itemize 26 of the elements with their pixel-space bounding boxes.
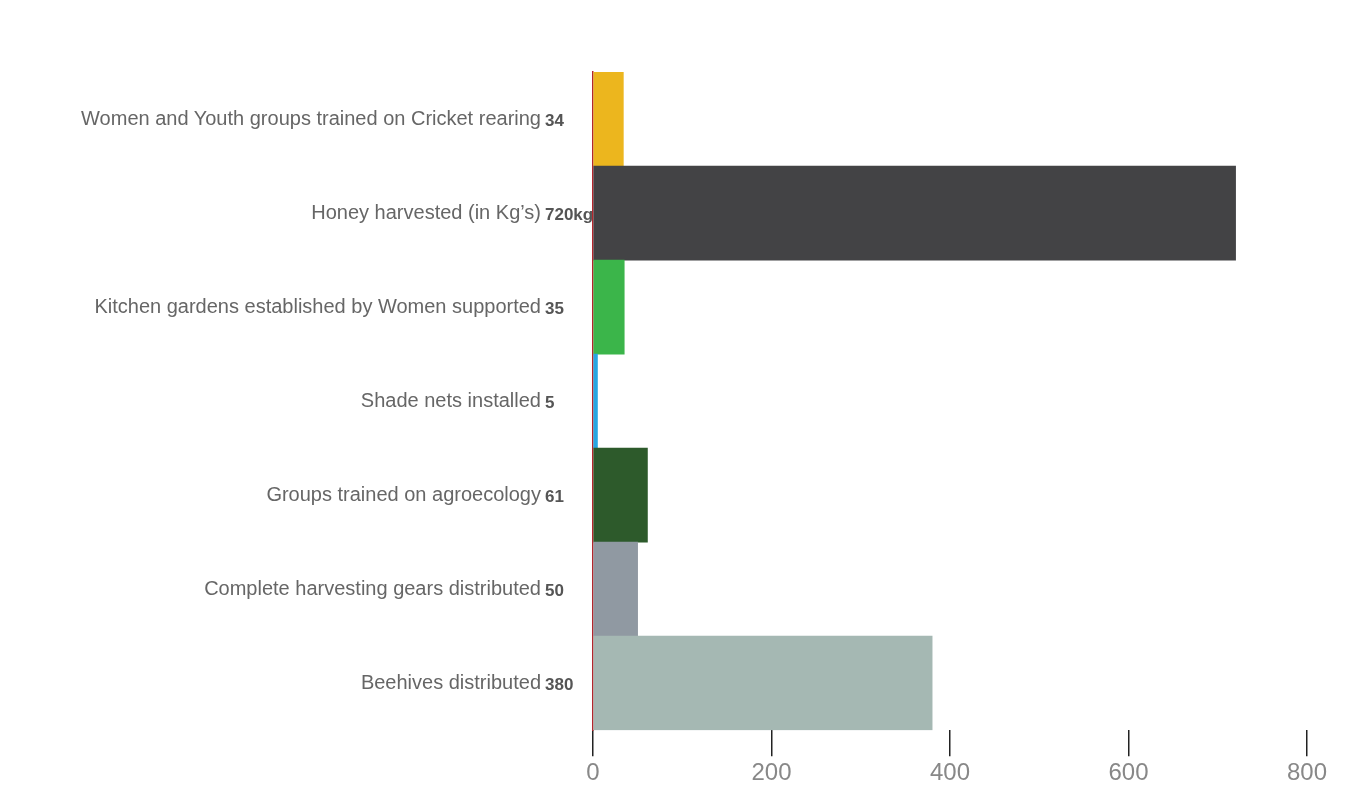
- bar: [593, 635, 933, 731]
- data-label: 34: [545, 110, 565, 130]
- y-tick-label: Complete harvesting gears distributed: [204, 576, 541, 599]
- x-tick-label: 200: [751, 758, 792, 786]
- bar: [593, 447, 648, 543]
- bar: [593, 353, 598, 449]
- x-tick-label: 800: [1286, 758, 1328, 786]
- bar: [593, 259, 625, 355]
- y-tick-label: Beehives distributed: [360, 670, 541, 693]
- data-label: 61: [545, 486, 564, 506]
- bar: [593, 165, 1236, 261]
- y-tick-label: Kitchen gardens established by Women supported: [94, 294, 541, 317]
- x-tick-label: 600: [1108, 758, 1149, 786]
- bar: [593, 541, 638, 637]
- data-label: 35: [545, 298, 564, 318]
- bar: [593, 72, 624, 167]
- data-label: 50: [545, 580, 564, 600]
- y-tick-label: Shade nets installed: [360, 388, 541, 411]
- data-label: 5: [545, 392, 555, 412]
- data-label: 720kg: [545, 204, 594, 224]
- y-tick-label: Groups trained on agroecology: [266, 482, 541, 505]
- x-tick-label: 0: [586, 758, 600, 786]
- y-tick-label: Women and Youth groups trained on Cricket rearing: [81, 106, 541, 129]
- y-tick-label: Honey harvested (in Kg’s): [311, 200, 541, 223]
- data-label: 380: [545, 674, 574, 694]
- x-tick-label: 400: [929, 758, 971, 786]
